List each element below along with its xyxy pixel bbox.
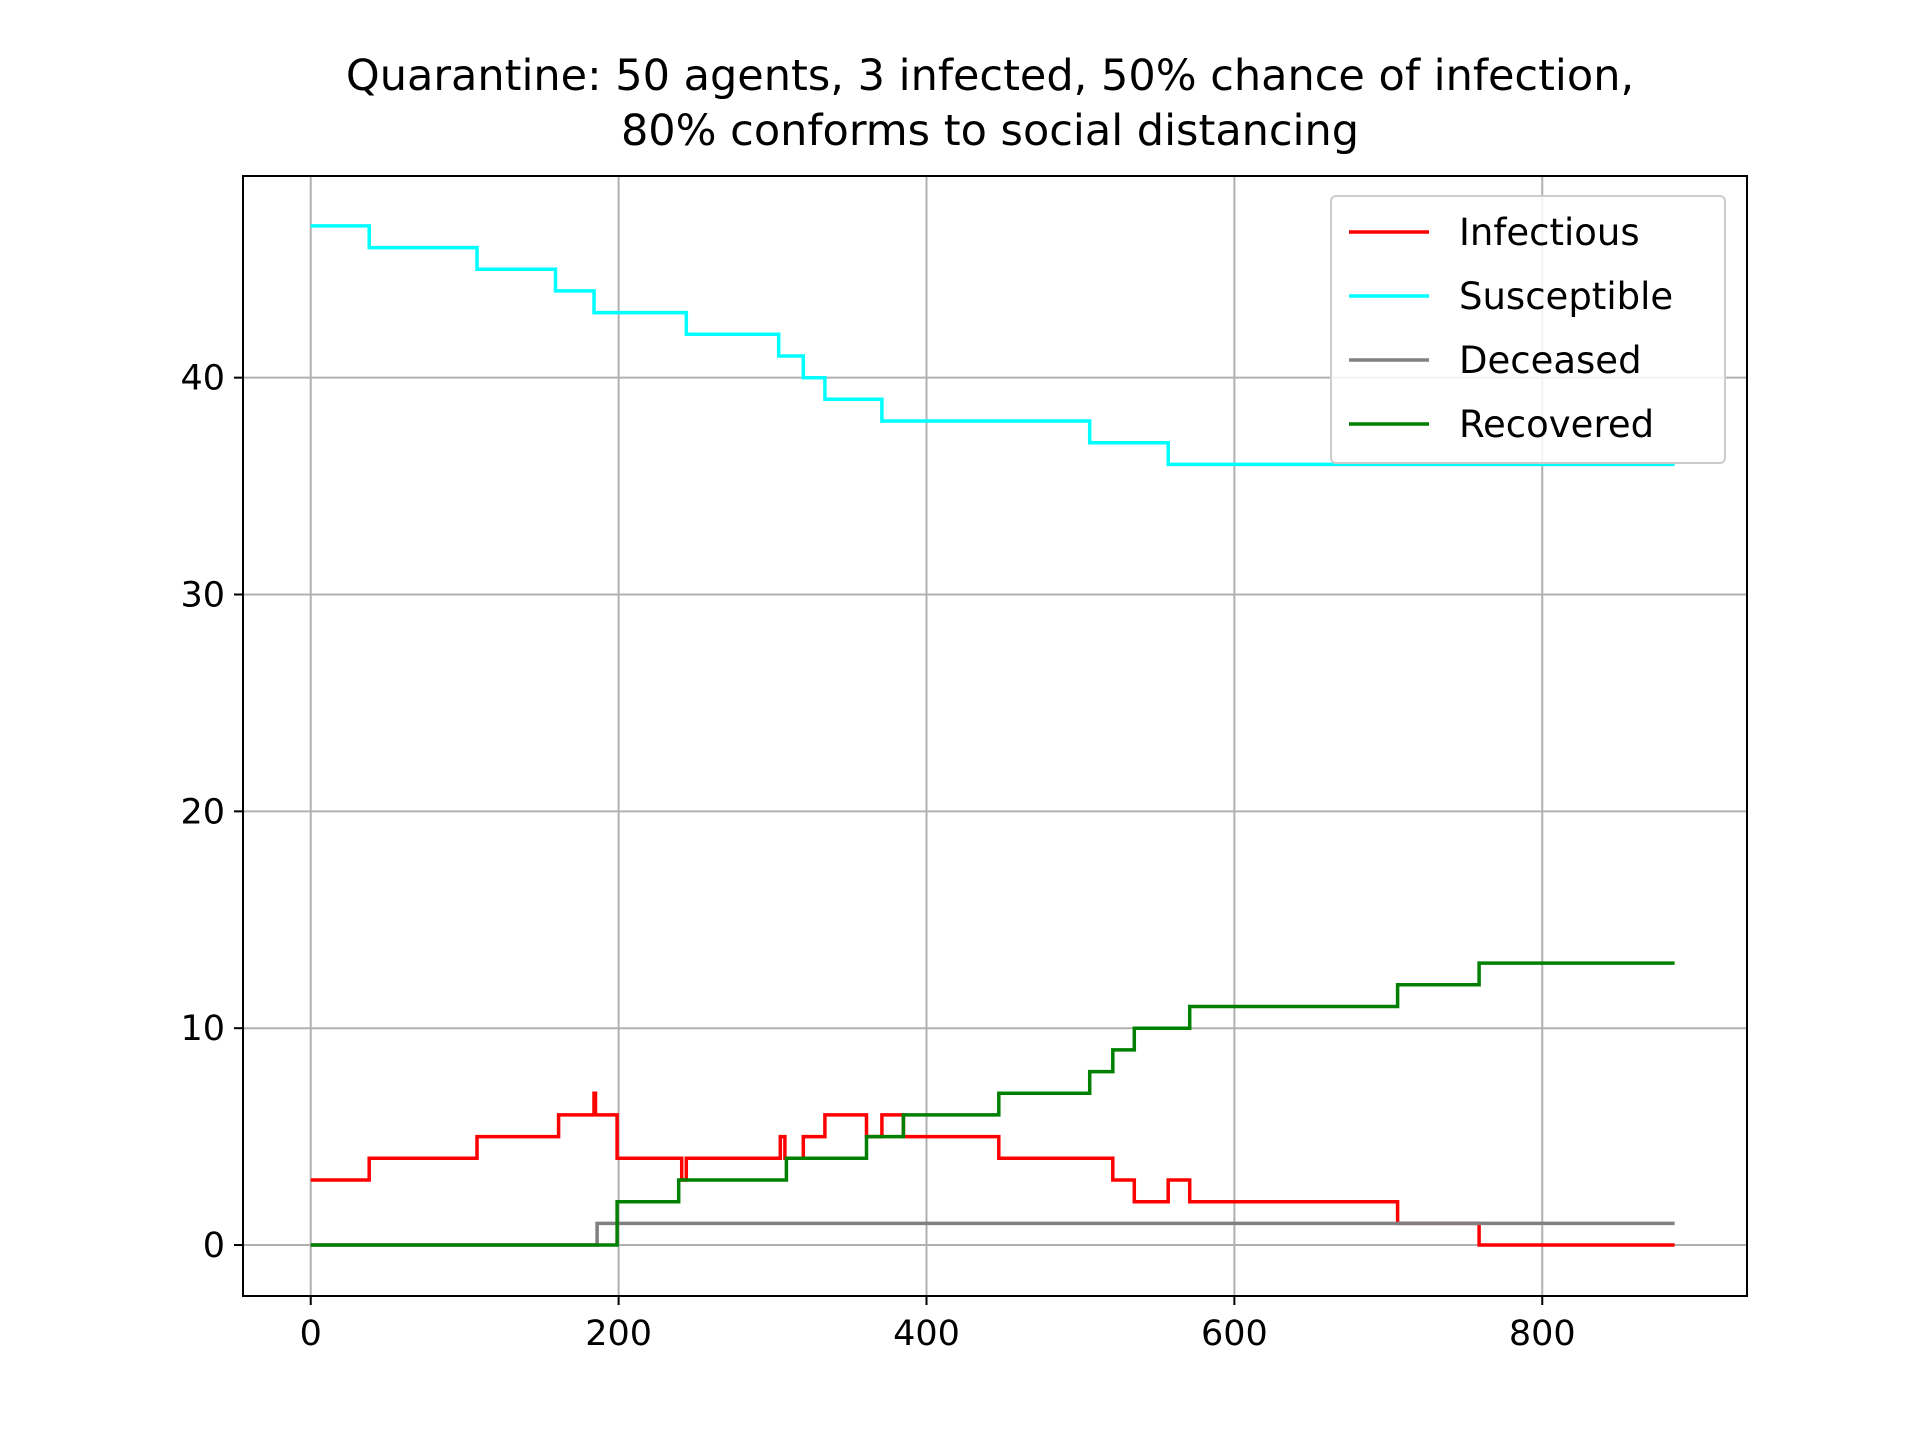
- y-tick-label: 20: [180, 792, 225, 832]
- x-tick-label: 400: [893, 1314, 960, 1354]
- y-tick-label: 40: [180, 359, 225, 399]
- x-tick-label: 800: [1509, 1314, 1576, 1354]
- legend-label-deceased: Deceased: [1459, 339, 1642, 382]
- x-tick-label: 0: [300, 1314, 322, 1354]
- x-axis: 0 200 400 600 800: [300, 1296, 1576, 1354]
- y-tick-label: 10: [180, 1009, 225, 1049]
- y-tick-label: 30: [180, 576, 225, 616]
- legend-label-susceptible: Susceptible: [1459, 275, 1673, 318]
- legend-label-infectious: Infectious: [1459, 211, 1640, 254]
- y-axis: 0 10 20 30 40: [180, 359, 243, 1266]
- legend-box: [1330, 195, 1726, 464]
- series-lines: [310, 224, 1675, 1247]
- x-tick-label: 600: [1201, 1314, 1268, 1354]
- series-line-infectious: [310, 1091, 1675, 1247]
- y-tick-label: 0: [203, 1226, 225, 1266]
- chart-title-line-2: 80% conforms to social distancing: [621, 106, 1359, 156]
- series-line-recovered: [310, 961, 1675, 1247]
- series-line-susceptible: [310, 224, 1675, 467]
- chart-title-line-1: Quarantine: 50 agents, 3 infected, 50% c…: [346, 51, 1634, 101]
- series-line-deceased: [310, 1221, 1675, 1247]
- x-tick-label: 200: [585, 1314, 652, 1354]
- plot-frame: [242, 175, 1748, 1297]
- legend: Infectious Susceptible Deceased Recovered: [1330, 195, 1726, 464]
- legend-label-recovered: Recovered: [1459, 403, 1654, 446]
